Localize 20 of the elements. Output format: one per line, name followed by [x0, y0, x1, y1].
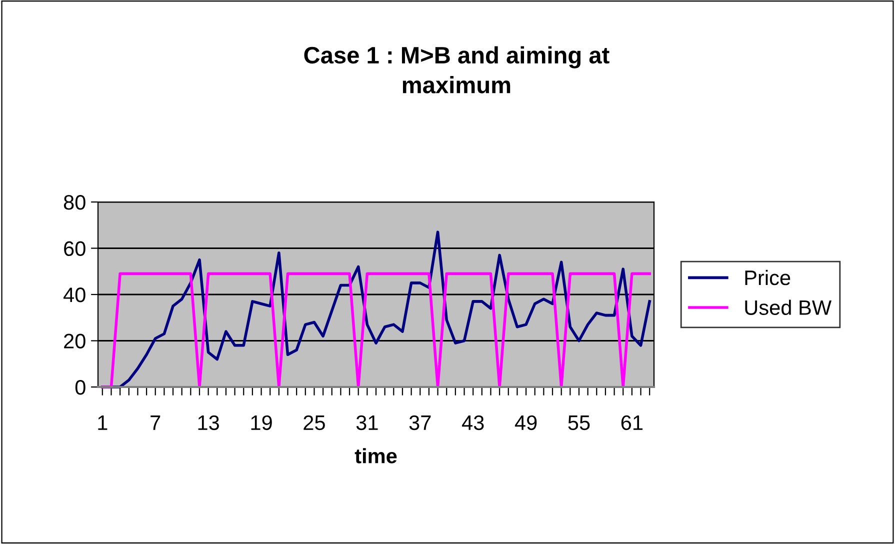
- chart-title: Case 1 : M>B and aiming at maximum: [304, 46, 610, 94]
- x-tick-label: 7: [150, 416, 160, 430]
- x-tick-label: 37: [409, 415, 431, 430]
- y-tick-label: 80: [64, 195, 86, 210]
- legend-label: Used BW: [745, 300, 832, 316]
- x-axis-title: time: [354, 448, 397, 464]
- x-tick-label: 1: [98, 416, 108, 430]
- x-tick-label: 61: [621, 415, 643, 430]
- y-tick-label: 20: [64, 334, 86, 349]
- x-tick-label: 55: [568, 416, 590, 430]
- y-tick-label: 0: [75, 380, 86, 395]
- x-tick-label: 31: [356, 415, 378, 430]
- x-tick-label: 19: [251, 415, 272, 430]
- y-tick-label: 40: [64, 288, 86, 302]
- y-tick-label: 60: [64, 241, 86, 256]
- x-tick-label: 43: [462, 415, 484, 430]
- x-tick-label: 13: [198, 415, 219, 430]
- x-tick-label: 25: [304, 415, 325, 430]
- legend-label: Price: [745, 270, 790, 286]
- x-tick-label: 49: [514, 415, 537, 430]
